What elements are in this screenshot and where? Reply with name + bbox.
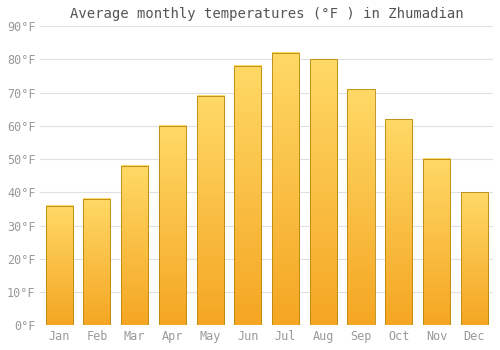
Title: Average monthly temperatures (°F ) in Zhumadian: Average monthly temperatures (°F ) in Zh… (70, 7, 464, 21)
Bar (196, 96, 224, 325)
Bar (348, 89, 374, 325)
Bar (272, 53, 299, 325)
Bar (46, 206, 73, 325)
Bar (310, 60, 337, 325)
Bar (84, 199, 110, 325)
Bar (423, 159, 450, 325)
Bar (159, 126, 186, 325)
Bar (121, 166, 148, 325)
Bar (385, 119, 412, 325)
Bar (460, 193, 488, 325)
Bar (234, 66, 262, 325)
